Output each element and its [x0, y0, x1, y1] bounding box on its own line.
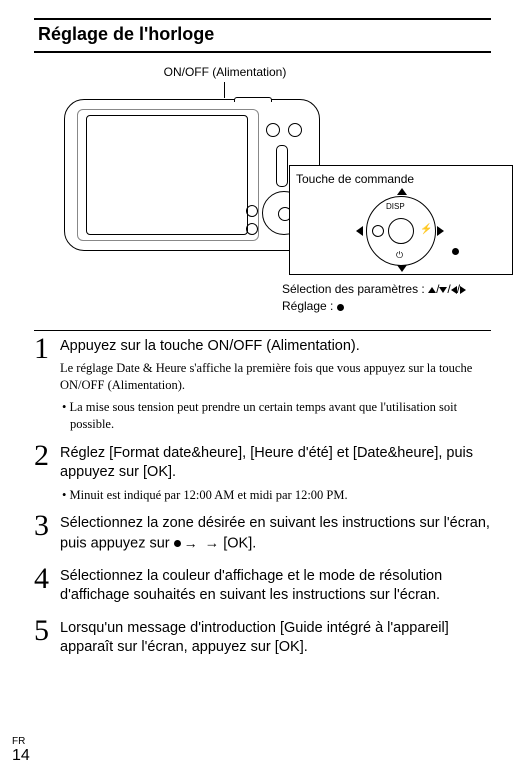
step-2: 2 Réglez [Format date&heure], [Heure d'é…	[34, 444, 491, 505]
figure-area: ON/OFF (Alimentation) Touche de commande…	[34, 65, 491, 300]
step-bullet: • La mise sous tension peut prendre un c…	[60, 399, 491, 434]
step-5: 5 Lorsqu'un message d'introduction [Guid…	[34, 619, 491, 661]
step-3: 3 Sélectionnez la zone désirée en suivan…	[34, 514, 491, 556]
up-icon	[428, 287, 436, 293]
step-bullet: • Minuit est indiqué par 12:00 AM et mid…	[60, 487, 491, 505]
footer-lang: FR	[12, 737, 30, 747]
step-body: Lorsqu'un message d'introduction [Guide …	[60, 619, 491, 661]
step-number: 4	[34, 564, 60, 609]
arrow-down-icon	[397, 265, 407, 272]
steps-list: 1 Appuyez sur la touche ON/OFF (Alimenta…	[34, 330, 491, 661]
arrow-right-icon: →	[184, 534, 198, 553]
camera-side-button-2	[246, 223, 258, 235]
separator	[34, 330, 491, 331]
step-lead: Sélectionnez la couleur d'affichage et l…	[60, 567, 491, 606]
step-lead: Appuyez sur la touche ON/OFF (Alimentati…	[60, 337, 491, 357]
power-label: ON/OFF (Alimentation)	[140, 65, 310, 79]
arrow-right-icon	[437, 226, 444, 236]
flash-icon: ⚡	[420, 224, 432, 235]
leader-line-power	[224, 82, 225, 98]
step-body: Réglez [Format date&heure], [Heure d'été…	[60, 444, 491, 505]
step-4: 4 Sélectionnez la couleur d'affichage et…	[34, 567, 491, 609]
dpad-callout: Touche de commande DISP ⚡ ⏻	[289, 165, 513, 275]
dpad-large: DISP ⚡ ⏻	[336, 190, 466, 270]
step-lead-a: Sélectionnez la zone désirée en suivant …	[60, 515, 490, 551]
figure-caption: Sélection des paramètres : /// Réglage :	[282, 281, 517, 316]
step-number: 3	[34, 511, 60, 556]
caption-line2: Réglage :	[282, 299, 337, 313]
step-number: 1	[34, 334, 60, 434]
step-number: 2	[34, 441, 60, 505]
camera-side-button-1	[246, 205, 258, 217]
dpad-center	[388, 218, 414, 244]
down-icon	[439, 287, 447, 293]
callout-title: Touche de commande	[296, 172, 506, 186]
dot-icon	[174, 540, 181, 547]
title-bar: Réglage de l'horloge	[34, 18, 491, 53]
step-number: 5	[34, 616, 60, 661]
step-lead: Sélectionnez la zone désirée en suivant …	[60, 514, 491, 553]
footer-page: 14	[12, 748, 30, 764]
timer-icon	[372, 225, 384, 237]
camera-button-small-2	[288, 123, 302, 137]
disp-label: DISP	[386, 202, 405, 211]
step-lead: Réglez [Format date&heure], [Heure d'été…	[60, 444, 491, 483]
arrow-up-icon	[397, 188, 407, 195]
step-sub: Le réglage Date & Heure s'affiche la pre…	[60, 360, 491, 395]
right-icon	[460, 286, 466, 294]
camera-button-small-1	[266, 123, 280, 137]
dot-icon	[337, 304, 344, 311]
camera-zoom-rocker	[276, 145, 288, 187]
camera-illustration	[64, 99, 318, 249]
caption-line1: Sélection des paramètres :	[282, 282, 428, 296]
step-body: Appuyez sur la touche ON/OFF (Alimentati…	[60, 337, 491, 434]
arrow-left-icon	[356, 226, 363, 236]
page-title: Réglage de l'horloge	[38, 24, 491, 45]
left-icon	[451, 286, 457, 294]
step-body: Sélectionnez la couleur d'affichage et l…	[60, 567, 491, 609]
step-1: 1 Appuyez sur la touche ON/OFF (Alimenta…	[34, 337, 491, 434]
camera-power-button	[234, 97, 272, 102]
power-icon: ⏻	[396, 250, 403, 261]
step-lead-b: → [OK].	[201, 535, 257, 551]
center-dot-icon	[452, 248, 459, 255]
page-footer: FR 14	[12, 737, 30, 764]
step-body: Sélectionnez la zone désirée en suivant …	[60, 514, 491, 556]
camera-screen	[86, 115, 248, 235]
step-lead: Lorsqu'un message d'introduction [Guide …	[60, 619, 491, 658]
